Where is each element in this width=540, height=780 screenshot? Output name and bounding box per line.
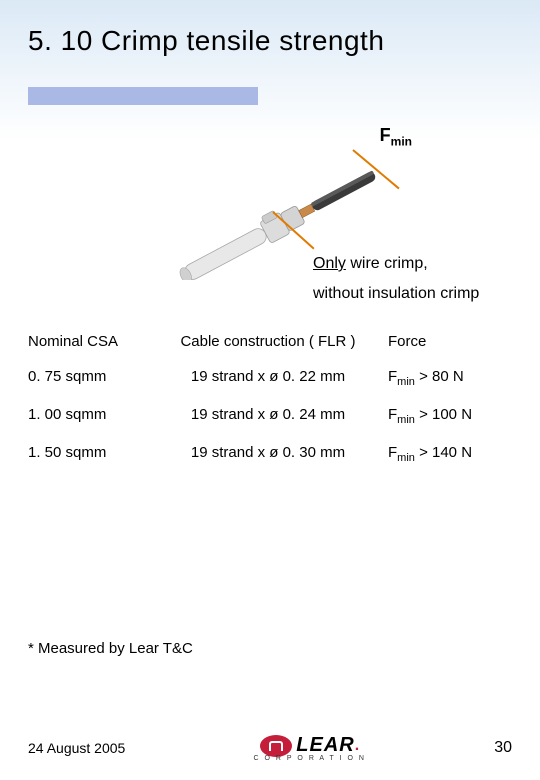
footer-date: 24 August 2005 bbox=[28, 740, 125, 756]
logo-subtext: C O R P O R A T I O N bbox=[254, 755, 366, 762]
table-header-row: Nominal CSA Cable construction ( FLR ) F… bbox=[28, 333, 512, 350]
cell-force: Fmin > 140 N bbox=[378, 444, 508, 464]
caption-only: Only wire crimp, bbox=[313, 255, 428, 273]
table-row: 1. 00 sqmm 19 strand x ø 0. 24 mm Fmin >… bbox=[28, 406, 512, 426]
accent-bar bbox=[28, 87, 258, 105]
logo-text: LEAR bbox=[296, 734, 354, 757]
lear-logo: LEAR. C O R P O R A T I O N bbox=[254, 734, 366, 762]
only-underline: Only bbox=[313, 255, 346, 272]
caption-without: without insulation crimp bbox=[313, 285, 479, 303]
logo-dot: . bbox=[355, 737, 359, 755]
spec-table: Nominal CSA Cable construction ( FLR ) F… bbox=[28, 333, 512, 464]
col-construction: Cable construction ( FLR ) bbox=[158, 333, 378, 350]
force-label-main: F bbox=[380, 125, 391, 145]
logo-oval-icon bbox=[260, 735, 292, 757]
force-label-sub: min bbox=[391, 135, 412, 149]
force-label: Fmin bbox=[380, 125, 412, 149]
footnote: * Measured by Lear T&C bbox=[28, 640, 193, 657]
cell-construction: 19 strand x ø 0. 22 mm bbox=[158, 368, 378, 388]
page-number: 30 bbox=[494, 739, 512, 757]
cell-csa: 1. 00 sqmm bbox=[28, 406, 158, 426]
col-csa: Nominal CSA bbox=[28, 333, 158, 350]
cell-force: Fmin > 80 N bbox=[378, 368, 508, 388]
logo-main: LEAR. bbox=[260, 734, 359, 757]
table-row: 1. 50 sqmm 19 strand x ø 0. 30 mm Fmin >… bbox=[28, 444, 512, 464]
cell-csa: 1. 50 sqmm bbox=[28, 444, 158, 464]
cell-construction: 19 strand x ø 0. 24 mm bbox=[158, 406, 378, 426]
col-force: Force bbox=[378, 333, 508, 350]
diagram-area: Fmin Only wire crimp, bbox=[28, 115, 512, 315]
only-rest: wire crimp, bbox=[346, 255, 428, 272]
slide: 5. 10 Crimp tensile strength Fmin bbox=[0, 0, 540, 780]
slide-title: 5. 10 Crimp tensile strength bbox=[28, 25, 512, 57]
cell-construction: 19 strand x ø 0. 30 mm bbox=[158, 444, 378, 464]
table-row: 0. 75 sqmm 19 strand x ø 0. 22 mm Fmin >… bbox=[28, 368, 512, 388]
logo-seat-icon bbox=[269, 741, 283, 751]
footer: 24 August 2005 LEAR. C O R P O R A T I O… bbox=[0, 734, 540, 762]
cell-force: Fmin > 100 N bbox=[378, 406, 508, 426]
cell-csa: 0. 75 sqmm bbox=[28, 368, 158, 388]
